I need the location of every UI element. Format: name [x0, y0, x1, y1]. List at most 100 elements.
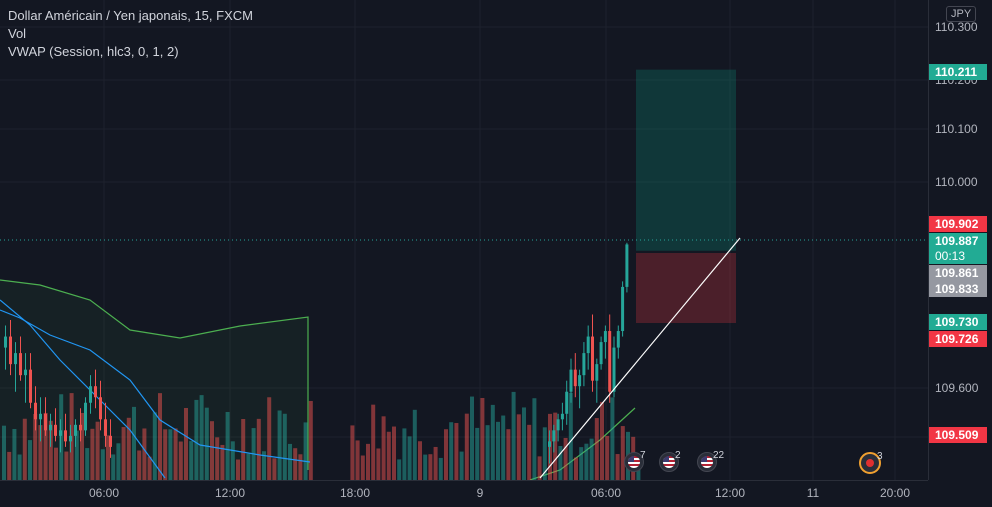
symbol-legend[interactable]: Dollar Américain / Yen japonais, 15, FXC…: [8, 8, 253, 23]
candle: [34, 402, 37, 420]
candle: [595, 364, 599, 381]
volume-bar: [132, 406, 136, 480]
volume-bar: [2, 425, 6, 480]
vwap-legend[interactable]: VWAP (Session, hlc3, 0, 1, 2): [8, 44, 179, 59]
volume-bar: [376, 448, 381, 480]
candle: [79, 424, 82, 431]
candle: [621, 286, 625, 332]
us-flag-icon[interactable]: 2: [659, 450, 681, 472]
volume-bar: [194, 399, 199, 480]
candle: [44, 413, 47, 431]
volume-bar: [308, 400, 313, 480]
candle: [109, 435, 112, 447]
us-flag-icon[interactable]: 22: [697, 450, 724, 472]
candle: [548, 441, 551, 447]
candle: [569, 369, 573, 392]
volume-bar: [412, 409, 417, 480]
volume-bar: [288, 443, 292, 480]
candle: [556, 419, 560, 431]
candle: [591, 336, 594, 381]
volume-bar: [574, 457, 578, 480]
volume-bar: [22, 418, 27, 480]
us-flag-icon[interactable]: 7: [624, 450, 646, 472]
volume-bar: [418, 441, 422, 480]
volume-bar: [464, 413, 469, 480]
volume-bar: [558, 445, 563, 480]
volume-bar: [381, 416, 386, 480]
volume-bar: [386, 431, 391, 480]
volume-bar: [215, 437, 220, 480]
event-count: 7: [640, 450, 646, 461]
candle: [24, 369, 27, 376]
stop-loss-zone: [636, 253, 736, 323]
volume-bar: [33, 413, 38, 480]
volume-bar: [137, 450, 142, 480]
volume-bar: [433, 446, 438, 480]
currency-button[interactable]: JPY: [946, 6, 977, 22]
volume-bar: [449, 422, 454, 480]
volume-bar: [402, 428, 407, 480]
volume-bar: [355, 440, 360, 480]
volume-bar: [485, 425, 490, 480]
volume-bar: [553, 412, 558, 480]
price-tag-red: 109.726: [929, 331, 987, 347]
volume-bar: [225, 411, 230, 480]
price-tag-grey: 109.861: [929, 265, 987, 281]
volume-bar: [563, 437, 568, 480]
volume-bar: [605, 435, 610, 480]
volume-bar: [516, 414, 521, 480]
bar-countdown: 00:13: [929, 248, 987, 264]
price-tag-red: 109.509: [929, 427, 987, 443]
candle: [69, 435, 72, 442]
volume-bar: [246, 453, 251, 480]
volume-bar: [470, 396, 474, 480]
volume-bar: [272, 458, 277, 480]
trend-line: [539, 237, 741, 479]
volume-bar: [168, 429, 173, 480]
volume-bar: [210, 421, 214, 480]
time-label: 20:00: [879, 486, 911, 500]
volume-bar: [537, 456, 542, 480]
event-count: 2: [675, 450, 681, 461]
jp-flag-icon[interactable]: 3: [859, 451, 883, 474]
volume-bar: [236, 459, 240, 480]
vwap-upper: [0, 279, 309, 470]
time-label: 18:00: [339, 486, 371, 500]
volume-bar: [293, 448, 298, 480]
volume-bar: [392, 426, 396, 480]
volume-bar: [142, 428, 147, 480]
candle: [578, 375, 582, 387]
volume-legend[interactable]: Vol: [8, 26, 27, 41]
volume-bar: [95, 421, 100, 480]
candle: [54, 424, 57, 436]
price-label: 109.600: [935, 381, 979, 395]
volume-bar: [277, 410, 282, 480]
volume-bar: [59, 394, 64, 480]
volume-bar: [371, 404, 376, 480]
candle: [599, 342, 603, 365]
stop-tag: 109.730: [929, 314, 987, 330]
volume-bar: [17, 454, 22, 480]
long-position-tool: [0, 69, 928, 323]
candle: [94, 386, 97, 398]
candle: [612, 347, 616, 392]
candle: [586, 336, 590, 354]
candle: [99, 397, 102, 420]
candle: [9, 336, 12, 365]
volume-bar: [204, 407, 209, 480]
volume-bar: [438, 457, 443, 480]
price-chart[interactable]: [0, 0, 928, 480]
price-axis[interactable]: 110.300 110.200 110.100 110.000 109.600 …: [928, 0, 992, 480]
event-count: 3: [877, 451, 883, 462]
candle: [603, 331, 607, 343]
candle: [29, 369, 32, 403]
volume-bar: [542, 427, 547, 480]
volume-bar: [568, 392, 573, 480]
volume-bar: [43, 412, 48, 480]
volume-bar: [298, 454, 303, 480]
volume-bar: [220, 444, 225, 480]
volume-bar: [100, 449, 105, 480]
time-axis[interactable]: 06:00 12:00 18:00 9 06:00 12:00 11 20:00: [0, 480, 928, 507]
volume-bar: [397, 459, 402, 480]
volume-bar: [12, 428, 17, 480]
